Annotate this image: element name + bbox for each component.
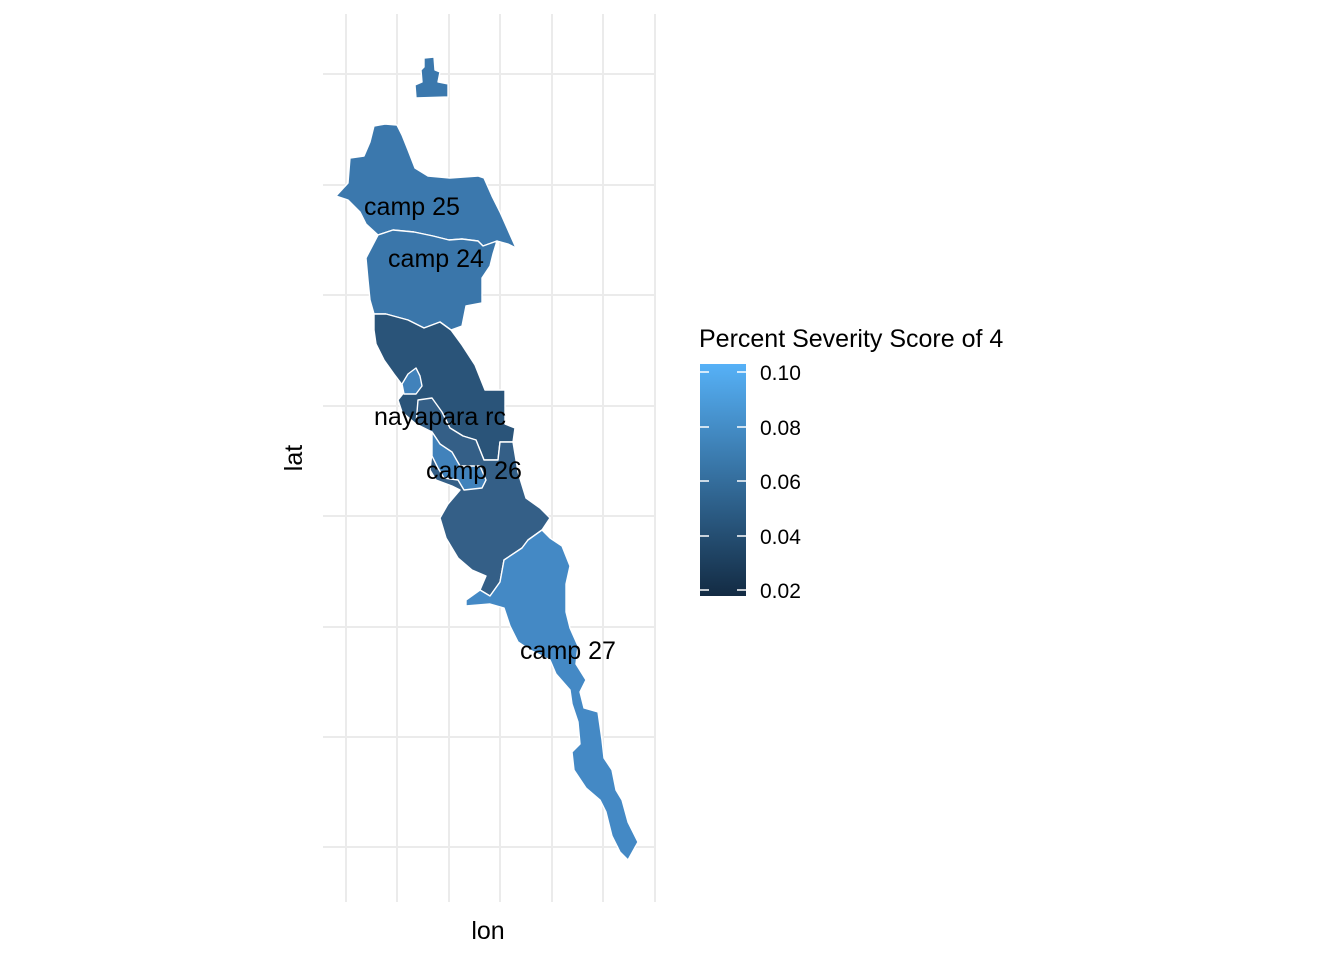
region-camp-27[interactable] — [465, 529, 639, 861]
legend-tick-label: 0.08 — [760, 417, 801, 440]
label-nayapara-rc: nayapara rc — [374, 403, 506, 431]
x-axis-title: lon — [471, 917, 504, 945]
legend-title: Percent Severity Score of 4 — [699, 325, 1003, 353]
region-north-island[interactable] — [414, 56, 449, 99]
legend-tick-label: 0.04 — [760, 526, 801, 549]
region-camp-26-inner[interactable] — [431, 431, 487, 491]
label-camp-26: camp 26 — [426, 457, 522, 485]
legend-tick-marks — [700, 371, 746, 591]
map-regions — [335, 56, 639, 861]
legend-tick-label: 0.02 — [760, 580, 801, 603]
y-axis-title: lat — [280, 445, 308, 471]
region-inner-patch[interactable] — [401, 367, 423, 395]
legend-colorbar — [700, 364, 746, 596]
legend-tick-label: 0.10 — [760, 362, 801, 385]
legend-tick-label: 0.06 — [760, 471, 801, 494]
region-labels: camp 25 camp 24 nayapara rc camp 26 camp… — [364, 193, 616, 665]
legend: Percent Severity Score of 4 0.10 0.08 0.… — [699, 325, 1003, 603]
label-camp-25: camp 25 — [364, 193, 460, 221]
label-camp-27: camp 27 — [520, 637, 616, 665]
label-camp-24: camp 24 — [388, 245, 484, 273]
